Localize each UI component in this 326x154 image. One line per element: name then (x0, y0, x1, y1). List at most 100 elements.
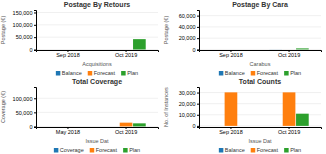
title: Total Counts (239, 78, 281, 85)
y-axis: 050,000100,000 (13, 88, 37, 130)
tick: May 2018 (56, 127, 80, 135)
legend-item: Plan (284, 70, 301, 76)
tick-label: Sep 2018 (56, 52, 80, 58)
axis-line (34, 88, 37, 128)
figure: 0 50,000 100,000 150,000 Sep 2018 Oct 2019 Pos… (0, 0, 326, 154)
bar (48, 126, 61, 127)
x-axis-title: Carabus (250, 61, 271, 67)
bar (211, 49, 224, 50)
legend: Balance Forecast Plan (56, 70, 138, 76)
tick-label: 50,000 (16, 110, 33, 116)
grid-line (199, 15, 321, 16)
tick: 0 (192, 47, 199, 53)
grid (36, 12, 158, 49)
legend-item: Forecast (88, 70, 116, 76)
legend-label: Forecast (257, 70, 279, 76)
bar (269, 49, 282, 50)
grid-line (199, 38, 321, 39)
legend-swatch (219, 71, 224, 76)
bar (120, 49, 133, 50)
bar (133, 123, 146, 126)
legend-item: Balance (56, 70, 82, 76)
tick-label: May 2018 (56, 129, 80, 135)
tick-label: 100,000 (13, 96, 33, 102)
y-axis: 020,00040,00060,000 (179, 11, 200, 53)
legend-swatch (90, 148, 95, 153)
legend-label: Plan (127, 70, 138, 76)
legend-label: Forecast (96, 147, 118, 153)
grid-line (36, 37, 158, 38)
bar (120, 123, 133, 127)
x-axis-title: Issue Dat (85, 138, 109, 144)
y-axis-title: Postage (€) (163, 16, 169, 45)
bar (133, 39, 146, 49)
grid-line (199, 26, 321, 27)
tick-label: Oct 2019 (278, 129, 300, 135)
series (62, 123, 133, 127)
axis-line (37, 128, 159, 130)
legend: CoverageForecastPlan (54, 147, 140, 153)
grid-line (199, 92, 321, 93)
tick: 50,000 (16, 110, 36, 116)
y-axis-title: No. of Instances (163, 87, 169, 127)
tick-label: Oct 2019 (115, 52, 137, 58)
tick: 30,000 (179, 90, 199, 96)
tick-label: 0 (192, 123, 195, 129)
series (296, 48, 309, 49)
legend-item: Plan (284, 147, 301, 153)
panel: 020,00040,00060,000Sep 2018Oct 2019Posta… (163, 1, 322, 76)
tick-label: 150,000 (13, 10, 33, 16)
grid-line (199, 49, 321, 50)
tick-mark (197, 38, 199, 39)
legend-item: Forecast (251, 70, 279, 76)
plot: 050,000100,000May 2018Oct 2019 (13, 88, 159, 135)
tick-label: 10,000 (179, 112, 196, 118)
bar (48, 49, 61, 50)
panel: 050,000100,000150,000Sep 2018Oct 2019Pos… (0, 1, 159, 76)
series (269, 49, 282, 50)
tick: Sep 2018 (219, 127, 243, 135)
legend-item: Plan (121, 70, 138, 76)
series (296, 114, 309, 126)
axis-line (200, 128, 322, 130)
tick-label: Oct 2019 (278, 52, 300, 58)
tick: 20,000 (179, 101, 199, 107)
legend-swatch (284, 71, 289, 76)
legend-swatch (251, 71, 256, 76)
tick-label: 60,000 (179, 13, 196, 19)
x-axis: Sep 2018 Oct 2019 (200, 50, 322, 58)
bars (225, 92, 309, 126)
bar (75, 126, 88, 127)
axis-line (37, 51, 159, 53)
bar (269, 125, 282, 126)
tick-mark (34, 98, 36, 99)
grid-line (199, 103, 321, 104)
panel: 050,000100,000May 2018Oct 2019Total Cove… (0, 78, 159, 153)
tick: Oct 2019 (115, 127, 137, 135)
tick: Oct 2019 (278, 127, 300, 135)
tick: Oct 2019 (278, 50, 300, 58)
plot: 0 10,000 20,000 30,000 Sep 2018 Oct 2019 (179, 88, 322, 135)
tick: 10,000 (179, 112, 199, 118)
tick-mark (34, 37, 36, 38)
title: Postage By Retours (64, 1, 131, 9)
bar (106, 126, 119, 127)
legend-item: Forecast (90, 147, 118, 153)
tick-mark (34, 25, 36, 26)
tick-label: 40,000 (179, 24, 196, 30)
grid-line (36, 112, 158, 113)
bar (62, 126, 75, 127)
legend-item: Balance (219, 147, 245, 153)
axis-line (34, 11, 37, 51)
tick-mark (34, 112, 36, 113)
legend-item: Balance (219, 70, 245, 76)
tick: Sep 2018 (219, 50, 243, 58)
x-axis: Sep 2018 Oct 2019 (37, 50, 159, 58)
tick-mark (197, 93, 199, 94)
axis-line (197, 11, 200, 51)
tick-mark (197, 115, 199, 116)
series (106, 126, 119, 127)
legend-swatch (284, 148, 289, 153)
x-axis-title: Acquisitions (82, 61, 112, 67)
grid (199, 16, 321, 50)
